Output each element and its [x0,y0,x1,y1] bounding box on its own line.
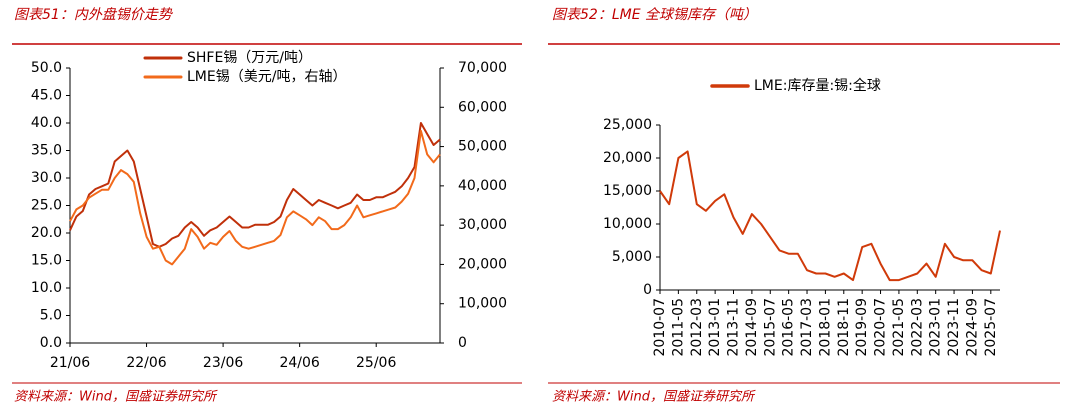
chart-title: 图表51：内外盘锡价走势 [14,7,174,23]
y2-tick-label: 20,000 [458,256,507,272]
y2-tick-label: 60,000 [458,99,507,115]
y-tick-label: 40.0 [31,115,62,131]
y2-tick-label: 10,000 [458,296,507,312]
x-tick-label: 2016-05 [781,298,797,357]
x-tick-label: 2011-05 [670,298,686,357]
series-line [69,129,441,266]
source-note: 资料来源：Wind，国盛证券研究所 [14,389,218,405]
y-tick-label: 25,000 [603,117,652,133]
y-tick-label: 15.0 [31,253,62,269]
x-tick-label: 2018-01 [817,298,833,357]
y-tick-label: 30.0 [31,170,62,186]
x-tick-label: 2017-03 [799,298,815,357]
y2-tick-label: 30,000 [458,217,507,233]
x-tick-label: 23/06 [203,355,243,371]
x-tick-label: 2015-07 [762,298,778,357]
y-tick-label: 50.0 [31,60,62,76]
y-tick-label: 5.0 [40,308,62,324]
y2-tick-label: 70,000 [458,60,507,76]
legend-label: SHFE锡（万元/吨） [187,50,312,66]
y-tick-label: 5,000 [612,249,652,265]
x-tick-label: 2019-09 [854,298,870,357]
y2-tick-label: 0 [458,335,467,351]
x-tick-label: 2023-01 [928,298,944,357]
y2-tick-label: 40,000 [458,178,507,194]
y-tick-label: 35.0 [31,143,62,159]
x-tick-label: 2012-03 [689,298,705,357]
legend-label: LME:库存量:锡:全球 [754,77,881,94]
y2-tick-label: 50,000 [458,139,507,155]
y-tick-label: 0.0 [40,335,62,351]
x-tick-label: 25/06 [356,355,396,371]
x-tick-label: 2023-11 [946,298,962,357]
y-tick-label: 10,000 [603,216,652,232]
x-tick-label: 21/06 [50,355,90,371]
y-tick-label: 0 [643,282,652,298]
y-tick-label: 20,000 [603,150,652,166]
x-tick-label: 2014-09 [744,298,760,357]
y-tick-label: 45.0 [31,88,62,104]
source-note: 资料来源：Wind，国盛证券研究所 [552,389,756,405]
x-tick-label: 24/06 [279,355,319,371]
y-tick-label: 25.0 [31,198,62,214]
chart-title: 图表52：LME 全球锡库存（吨） [552,7,757,23]
x-tick-label: 2013-11 [726,298,742,357]
series-line [69,122,441,248]
y-tick-label: 10.0 [31,280,62,296]
x-tick-label: 2022-03 [909,298,925,357]
x-tick-label: 2010-07 [652,298,668,357]
x-tick-label: 22/06 [126,355,166,371]
x-tick-label: 2018-11 [836,298,852,357]
x-tick-label: 2024-09 [964,298,980,357]
x-tick-label: 2025-07 [983,298,999,357]
y-tick-label: 15,000 [603,183,652,199]
x-tick-label: 2020-07 [873,298,889,357]
series-line [659,150,1001,282]
x-tick-label: 2021-05 [891,298,907,357]
legend-label: LME锡（美元/吨，右轴） [187,69,346,85]
y-tick-label: 20.0 [31,225,62,241]
x-tick-label: 2013-01 [707,298,723,357]
